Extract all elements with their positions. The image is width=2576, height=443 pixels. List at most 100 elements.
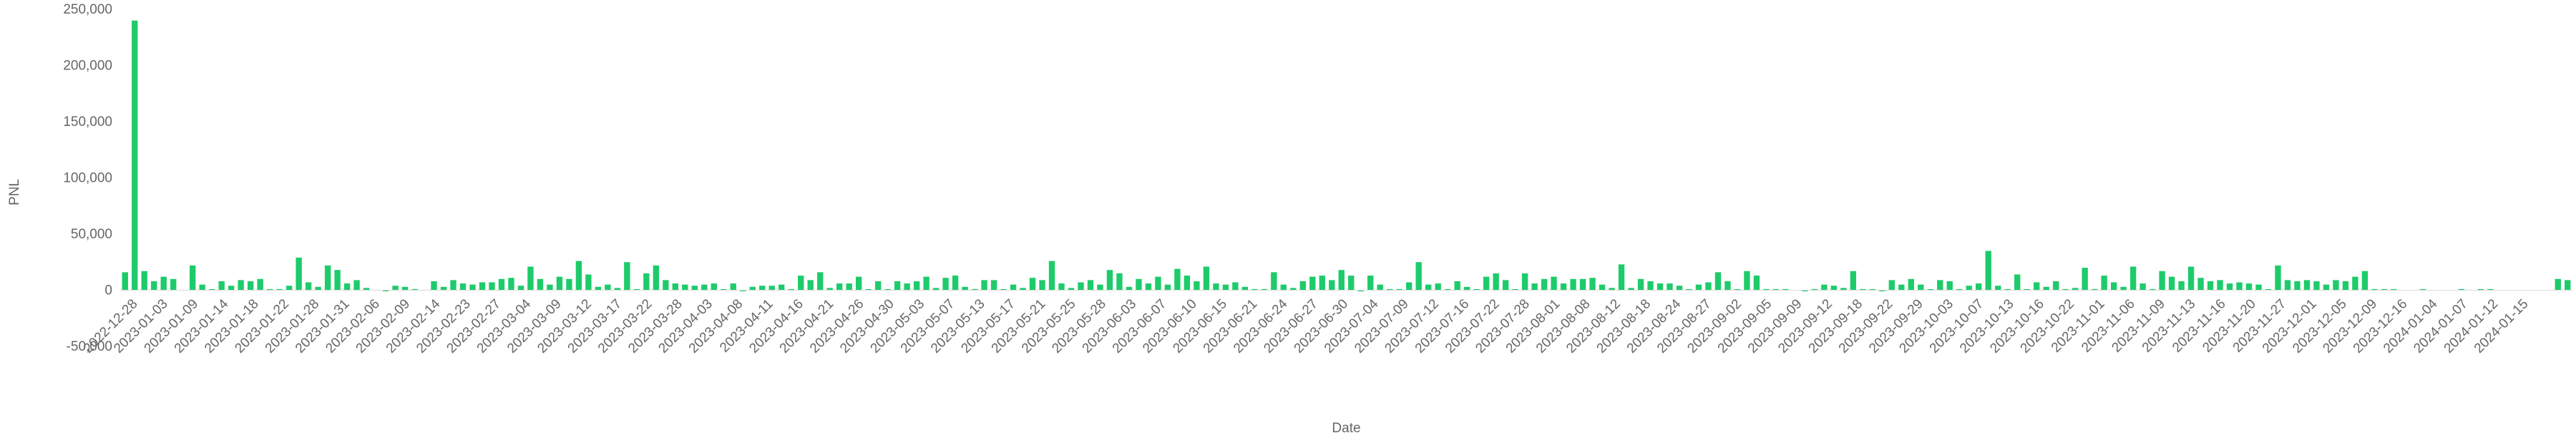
bar <box>1589 278 1596 291</box>
bar <box>257 278 263 291</box>
bar <box>788 288 794 291</box>
bar <box>1821 284 1828 291</box>
bar <box>1444 288 1451 291</box>
bar <box>971 288 978 291</box>
bar <box>1927 288 1933 291</box>
bar <box>1396 288 1402 291</box>
bar <box>2245 283 2253 291</box>
bar <box>1840 288 1847 291</box>
bar <box>2255 284 2262 291</box>
bar <box>392 286 399 291</box>
bar <box>2004 288 2011 291</box>
bar <box>2458 288 2465 291</box>
bar <box>547 284 553 291</box>
bar <box>132 20 138 291</box>
bar <box>1203 266 1210 291</box>
bar <box>479 282 486 291</box>
bar <box>779 284 785 291</box>
bar <box>1811 288 1818 291</box>
bar <box>2391 288 2397 291</box>
bar <box>2236 282 2243 291</box>
bar <box>1609 288 1615 291</box>
bar <box>614 288 621 291</box>
bar <box>286 286 293 291</box>
bar <box>305 282 312 291</box>
bar <box>1029 278 1036 291</box>
bar <box>836 283 843 291</box>
bar <box>353 280 360 291</box>
bar <box>1956 288 1963 291</box>
bar <box>2313 281 2320 291</box>
bar <box>459 283 467 291</box>
bar <box>1097 284 1103 291</box>
bar <box>1695 284 1702 291</box>
bar <box>2381 288 2388 291</box>
bar <box>874 281 882 291</box>
bar <box>151 281 157 291</box>
x-axis-label: Date <box>1332 421 1360 436</box>
bar <box>1618 264 1625 291</box>
y-axis-ticks: -50,000 0 50,000 100,000 150,000 200,000 250,0… <box>63 2 112 354</box>
bar <box>1898 284 1905 291</box>
bar <box>1599 284 1606 291</box>
bar <box>1753 276 1760 291</box>
bar <box>2072 288 2079 291</box>
bar <box>2168 276 2175 291</box>
bar <box>2178 281 2185 291</box>
bar <box>199 284 205 291</box>
bar <box>2091 288 2098 291</box>
bar <box>846 283 852 291</box>
y-tick-label: 200,000 <box>63 59 112 74</box>
bar <box>1628 288 1634 291</box>
bar <box>1802 290 1808 292</box>
bar <box>566 278 572 291</box>
bar <box>2187 266 2195 291</box>
bar <box>1145 283 1152 291</box>
bar <box>1020 288 1026 291</box>
bar <box>663 280 669 291</box>
bar <box>2149 288 2156 291</box>
bar <box>1241 286 1249 291</box>
bar <box>1637 278 1644 291</box>
bar <box>711 283 717 291</box>
bar <box>1126 286 1133 291</box>
bar <box>1888 280 1895 291</box>
bar <box>1415 262 1422 291</box>
bar <box>865 288 872 291</box>
bar <box>884 288 891 291</box>
bar <box>2101 276 2107 291</box>
bar <box>1686 288 1692 291</box>
bar <box>537 278 544 291</box>
bar <box>1918 284 1924 291</box>
bar <box>1782 288 1789 291</box>
bar <box>324 265 331 291</box>
bar <box>1271 272 1277 291</box>
bar <box>1657 283 1664 291</box>
bar <box>1521 273 1528 291</box>
bar <box>1647 281 1654 291</box>
bar <box>2120 286 2127 291</box>
bar <box>1319 276 1325 291</box>
bar <box>653 265 659 291</box>
bar <box>2207 281 2214 291</box>
bar <box>122 272 128 291</box>
bar <box>2303 280 2311 291</box>
bar <box>556 276 563 291</box>
bar <box>816 272 824 291</box>
bar <box>1435 283 1441 291</box>
bar <box>1068 288 1075 291</box>
bar <box>334 270 341 291</box>
bar <box>382 290 389 292</box>
bar <box>942 278 949 291</box>
bar <box>2014 274 2021 291</box>
bar <box>1261 288 1267 291</box>
bar <box>2034 282 2040 291</box>
bar <box>1164 284 1171 291</box>
bar <box>2082 268 2088 291</box>
bar <box>190 265 196 291</box>
bar <box>962 286 968 291</box>
bar <box>2342 281 2349 291</box>
bar <box>1579 278 1586 291</box>
bar <box>1705 282 1712 291</box>
bar <box>585 274 592 291</box>
